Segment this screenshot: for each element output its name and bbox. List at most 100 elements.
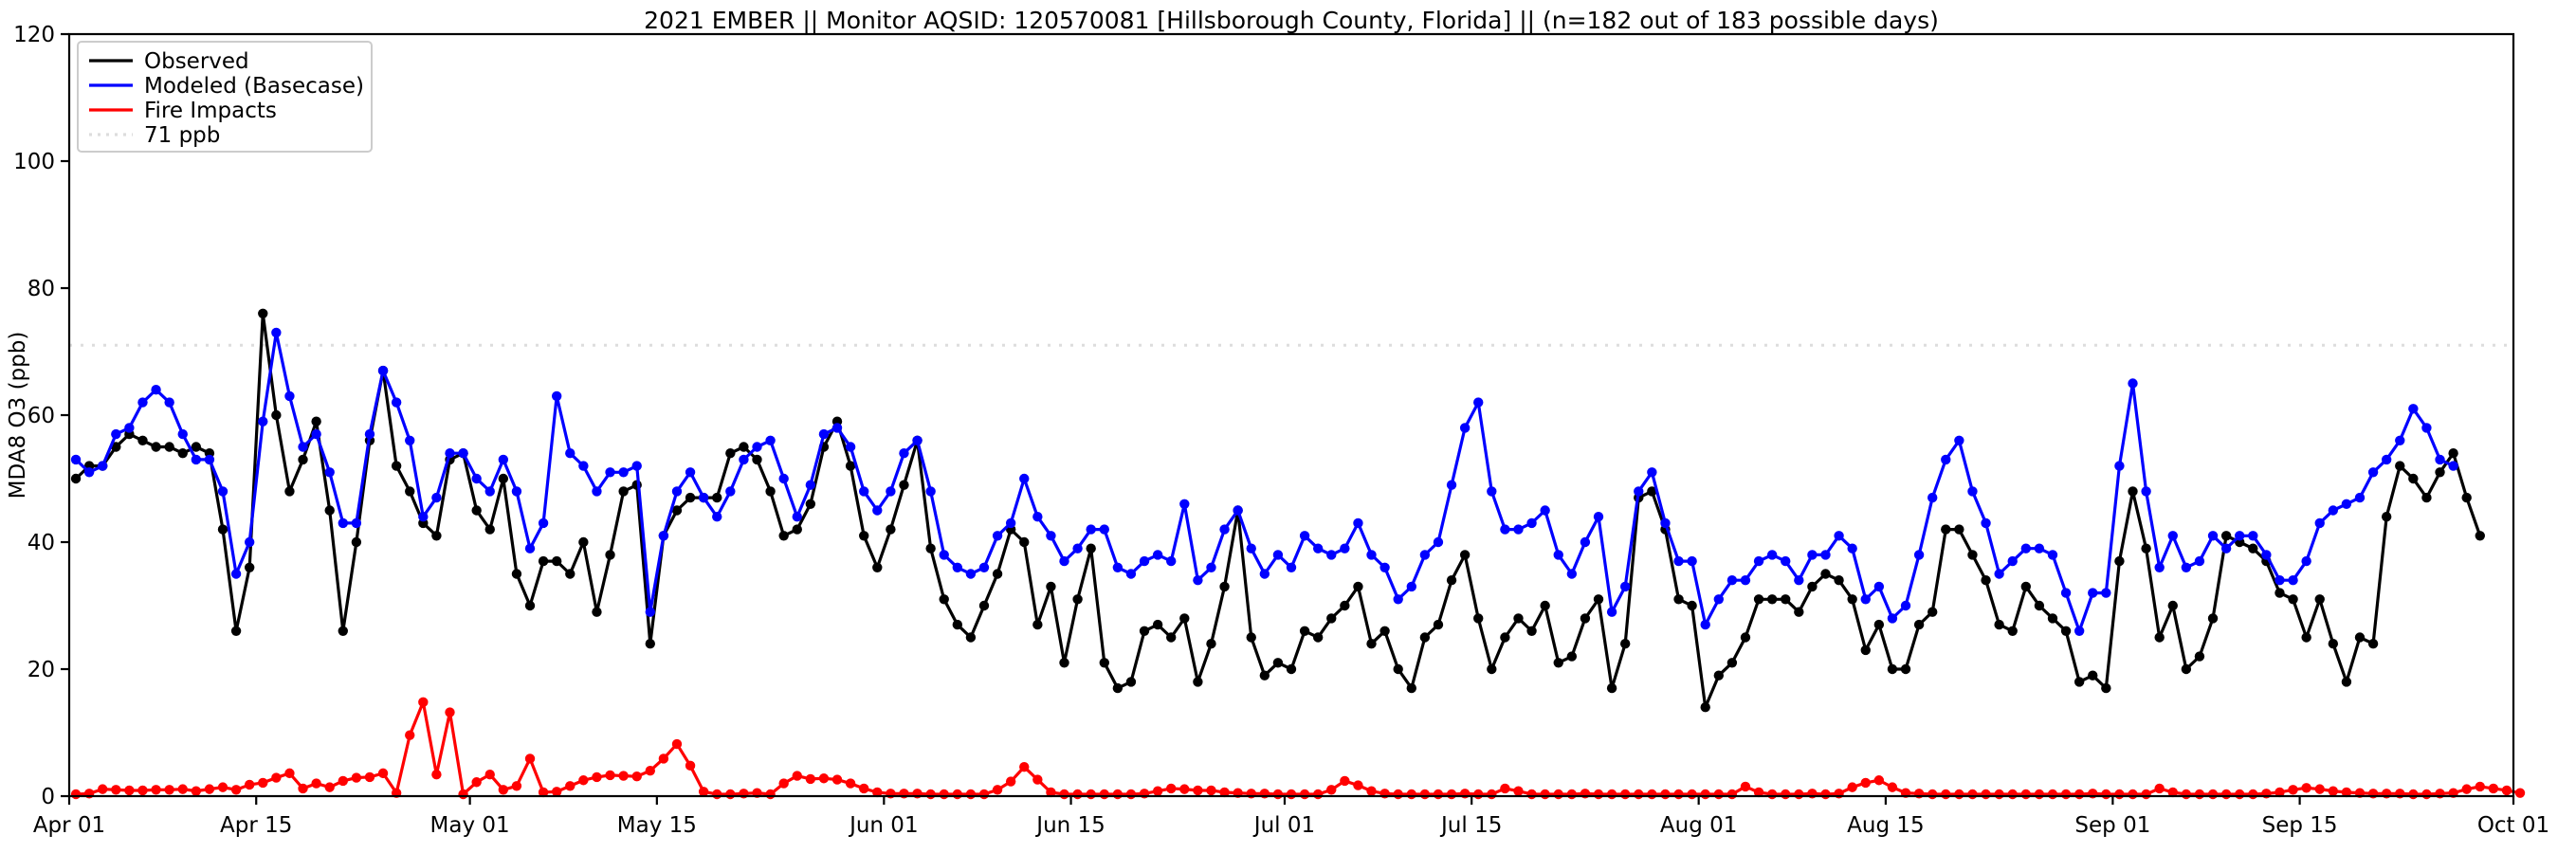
plot-background	[69, 34, 2513, 796]
x-tick-label: Aug 15	[1847, 813, 1925, 838]
data-point	[671, 486, 683, 497]
data-point	[137, 397, 148, 408]
data-point	[725, 789, 736, 800]
data-point	[298, 454, 308, 465]
data-point	[1139, 626, 1150, 636]
x-tick-label: Jul 15	[1439, 813, 1502, 838]
data-point	[872, 505, 883, 516]
plot-border	[67, 32, 2515, 798]
y-tick-label: 40	[27, 531, 55, 555]
data-point	[2328, 505, 2339, 516]
y-tick-label: 60	[27, 404, 55, 428]
data-point	[2275, 575, 2285, 586]
data-point	[124, 785, 135, 796]
data-point	[164, 785, 174, 795]
legend-item-label[interactable]: 71 ppb	[144, 123, 220, 148]
data-point	[1353, 581, 1363, 592]
data-point	[164, 442, 174, 452]
data-point	[338, 775, 348, 787]
data-point	[2220, 789, 2232, 800]
data-point	[1179, 613, 1190, 624]
plot-area: 0 20 40 60 80 100 120 Apr 01 Apr 15 May 01 May 15 J…	[6, 23, 2549, 838]
data-point	[2194, 789, 2205, 800]
data-point	[2167, 600, 2178, 611]
data-point	[284, 390, 295, 402]
data-point	[1967, 789, 1978, 800]
data-point	[1941, 789, 1951, 800]
data-point	[565, 448, 575, 459]
data-point	[2461, 784, 2472, 794]
data-point	[1272, 550, 1284, 560]
data-point	[1954, 789, 1964, 800]
data-point	[992, 785, 1003, 795]
data-point	[645, 607, 655, 617]
data-point	[2181, 562, 2192, 572]
data-point	[1046, 787, 1056, 798]
data-point	[2047, 789, 2058, 800]
data-point	[1326, 613, 1337, 624]
data-point	[792, 524, 802, 535]
data-point	[1179, 784, 1190, 794]
data-point	[2207, 531, 2219, 541]
data-point	[845, 442, 856, 452]
data-point	[2220, 531, 2232, 541]
data-point	[1713, 670, 1725, 681]
data-point	[2475, 531, 2485, 541]
data-point	[1860, 644, 1871, 656]
x-tick-label: Jun 15	[1034, 813, 1105, 838]
data-point	[2488, 783, 2499, 794]
data-point	[2301, 632, 2311, 643]
data-point	[978, 789, 990, 800]
data-point	[1152, 786, 1163, 796]
y-tick-label: 100	[13, 150, 55, 174]
data-point	[1059, 555, 1069, 567]
data-point	[1152, 550, 1163, 560]
data-point	[1619, 639, 1631, 649]
data-point	[271, 772, 282, 783]
legend-item-label[interactable]: Modeled (Basecase)	[144, 74, 364, 99]
data-point	[952, 619, 963, 630]
data-point	[498, 473, 509, 484]
data-point	[1700, 702, 1710, 713]
data-point	[778, 531, 789, 541]
data-point	[1406, 682, 1416, 694]
data-point	[217, 524, 228, 535]
data-point	[2128, 378, 2138, 389]
data-point	[2114, 461, 2125, 471]
data-point	[1873, 619, 1885, 630]
data-point	[1807, 581, 1818, 592]
data-point	[1406, 581, 1416, 592]
legend-item-label[interactable]: Observed	[144, 49, 249, 74]
x-tick-label: Jun 01	[848, 813, 919, 838]
legend-item-label[interactable]: Fire Impacts	[144, 99, 277, 123]
data-point	[605, 770, 615, 781]
data-point	[1593, 594, 1604, 605]
data-point	[1487, 789, 1497, 800]
data-point	[2448, 448, 2458, 459]
data-point	[631, 461, 642, 471]
data-point	[111, 428, 121, 440]
data-point	[992, 531, 1003, 541]
data-point	[831, 774, 843, 785]
data-point	[458, 789, 468, 800]
data-point	[2514, 788, 2526, 798]
data-point	[217, 782, 228, 792]
data-point	[1219, 787, 1230, 798]
data-point	[524, 753, 536, 764]
data-point	[1125, 569, 1137, 579]
data-point	[592, 486, 602, 497]
data-point	[2288, 785, 2298, 795]
data-point	[1820, 569, 1831, 579]
data-point	[1634, 486, 1644, 497]
data-point	[551, 555, 562, 567]
data-point	[992, 569, 1003, 579]
data-point	[939, 789, 949, 800]
data-point	[2341, 499, 2352, 509]
x-tick-label: May 01	[430, 813, 510, 838]
data-point	[2220, 543, 2232, 554]
data-point	[1994, 619, 2004, 630]
data-point	[1781, 789, 1791, 800]
data-point	[1647, 467, 1657, 478]
data-point	[204, 784, 215, 794]
data-point	[1913, 550, 1925, 560]
